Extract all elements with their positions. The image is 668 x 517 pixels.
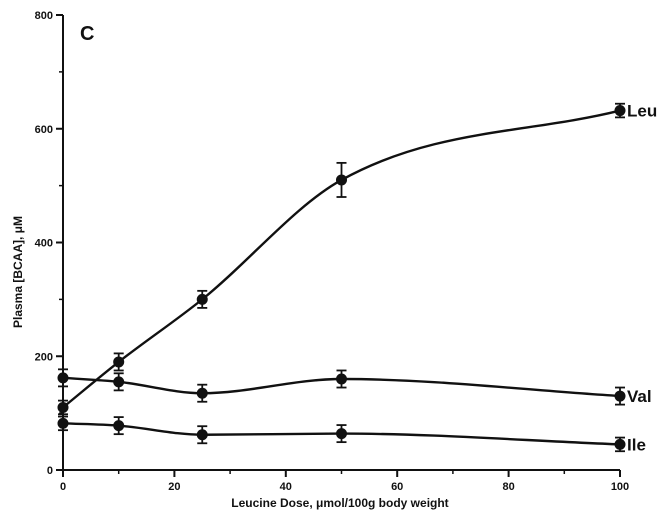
y-tick-label: 600 (35, 124, 53, 136)
ticks: 0 20 40 60 80 100 0 200 400 600 800 (35, 10, 630, 493)
x-tick-label: 20 (168, 481, 180, 493)
ile-point (336, 428, 347, 440)
val-point (336, 373, 347, 385)
ile-point (196, 429, 208, 441)
leu-point (57, 401, 69, 413)
ile-point (614, 438, 626, 450)
y-tick-label: 400 (35, 238, 53, 250)
leu-point (113, 356, 125, 368)
val-point (57, 372, 69, 384)
y-axis-label: Plasma [BCAA], μM (11, 216, 25, 328)
val-series-label: Val (627, 387, 652, 406)
panel-label: C (80, 23, 94, 45)
axes (62, 15, 620, 471)
val-point (196, 387, 208, 399)
ile-point (57, 417, 69, 429)
x-tick-label: 40 (280, 481, 292, 493)
y-tick-label: 200 (35, 351, 53, 363)
y-tick-label: 0 (47, 465, 53, 477)
x-tick-label: 100 (611, 481, 629, 493)
leu-series-label: Leu (627, 102, 657, 121)
series-layer: Leu Val Ile (57, 102, 657, 454)
ile-point (113, 420, 125, 432)
leu-point (336, 174, 347, 186)
ile-series-label: Ile (627, 435, 646, 454)
val-point (113, 376, 125, 388)
x-tick-label: 60 (391, 481, 403, 493)
series-leu: Leu (57, 102, 657, 416)
y-tick-label: 800 (35, 10, 53, 22)
x-tick-label: 0 (60, 481, 66, 493)
leu-point (614, 105, 626, 117)
leu-point (196, 293, 208, 305)
leu-line (62, 109, 621, 409)
x-axis-label: Leucine Dose, μmol/100g body weight (231, 496, 448, 510)
series-val: Val (57, 368, 652, 406)
x-tick-label: 80 (502, 481, 514, 493)
series-ile: Ile (57, 415, 646, 454)
val-point (614, 390, 626, 402)
